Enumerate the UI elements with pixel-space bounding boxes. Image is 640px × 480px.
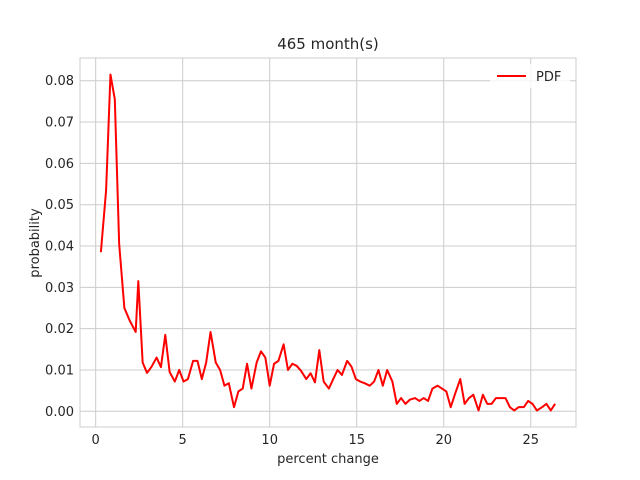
y-tick-label: 0.03 — [45, 281, 74, 296]
plot-area — [79, 57, 577, 428]
legend: PDF — [490, 64, 570, 88]
y-axis-label: probability — [28, 208, 43, 278]
y-tick-label: 0.00 — [45, 405, 74, 420]
x-axis-label: percent change — [277, 452, 379, 467]
y-tick-labels: 0.00 0.01 0.02 0.03 0.04 0.05 0.06 0.07 0.08 — [45, 74, 74, 420]
x-tick-label: 0 — [92, 433, 100, 448]
y-tick-label: 0.01 — [45, 363, 74, 378]
x-tick-label: 20 — [435, 433, 452, 448]
y-tick-label: 0.07 — [45, 116, 74, 131]
series-line-pdf — [99, 73, 556, 412]
grid-lines — [80, 58, 576, 427]
y-tick-label: 0.04 — [45, 240, 74, 255]
y-tick-label: 0.02 — [45, 322, 74, 337]
chart-title: 465 month(s) — [277, 35, 379, 53]
y-tick-label: 0.05 — [45, 198, 74, 213]
x-tick-label: 5 — [179, 433, 187, 448]
x-tick-labels: 0 5 10 15 20 25 — [92, 433, 540, 448]
series-layer — [99, 73, 556, 412]
x-tick-label: 25 — [522, 433, 539, 448]
y-tick-label: 0.06 — [45, 157, 74, 172]
legend-label: PDF — [536, 70, 561, 85]
y-tick-label: 0.08 — [45, 74, 74, 89]
x-tick-label: 15 — [348, 433, 365, 448]
x-tick-label: 10 — [261, 433, 278, 448]
